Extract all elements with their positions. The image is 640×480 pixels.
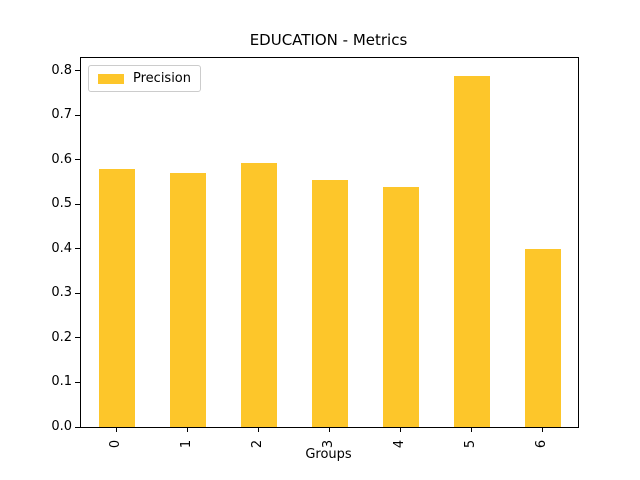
plot-area: Precision 0.0 0.1 0.2 0.3 0.4 0.5 0.6 0.7 0.8 0 1 2… xyxy=(51,57,579,448)
y-tick-mark xyxy=(75,381,80,383)
legend-swatch-precision xyxy=(98,73,124,84)
y-tick-mark xyxy=(75,114,80,116)
bar-precision-5 xyxy=(453,76,490,427)
y-tick-label: 0.2 xyxy=(51,329,72,345)
y-tick-label: 0.0 xyxy=(51,419,72,434)
y-tick-label: 0.3 xyxy=(51,285,72,301)
y-tick-mark xyxy=(75,70,80,72)
bar-precision-4 xyxy=(382,187,419,427)
x-tick-mark xyxy=(329,427,330,432)
x-tick-mark xyxy=(258,427,259,432)
x-tick-mark xyxy=(187,427,188,432)
legend-label-precision: Precision xyxy=(133,71,192,86)
y-tick-mark xyxy=(75,337,80,339)
x-tick-mark xyxy=(116,427,117,432)
bar-precision-2 xyxy=(240,163,277,427)
y-tick-label: 0.6 xyxy=(51,151,72,167)
bar-precision-6 xyxy=(524,249,561,427)
y-tick-label: 0.4 xyxy=(51,240,72,256)
bar-precision-1 xyxy=(169,173,206,427)
chart-title: EDUCATION - Metrics xyxy=(249,31,408,49)
y-tick-label: 0.8 xyxy=(51,62,72,78)
x-axis-label: Groups xyxy=(305,447,352,462)
y-tick-label: 0.7 xyxy=(51,107,72,123)
y-tick-mark xyxy=(75,292,80,294)
bar-precision-0 xyxy=(98,169,135,427)
x-tick-mark xyxy=(400,427,401,432)
y-tick-label: 0.1 xyxy=(51,374,72,390)
y-tick-mark xyxy=(75,426,80,428)
legend: Precision xyxy=(88,65,202,92)
y-tick-mark xyxy=(75,159,80,161)
x-tick-mark xyxy=(542,427,543,432)
y-tick-label: 0.5 xyxy=(51,196,72,212)
y-tick-mark xyxy=(75,248,80,250)
x-tick-mark xyxy=(471,427,472,432)
y-tick-mark xyxy=(75,203,80,205)
bar-precision-3 xyxy=(311,179,348,427)
